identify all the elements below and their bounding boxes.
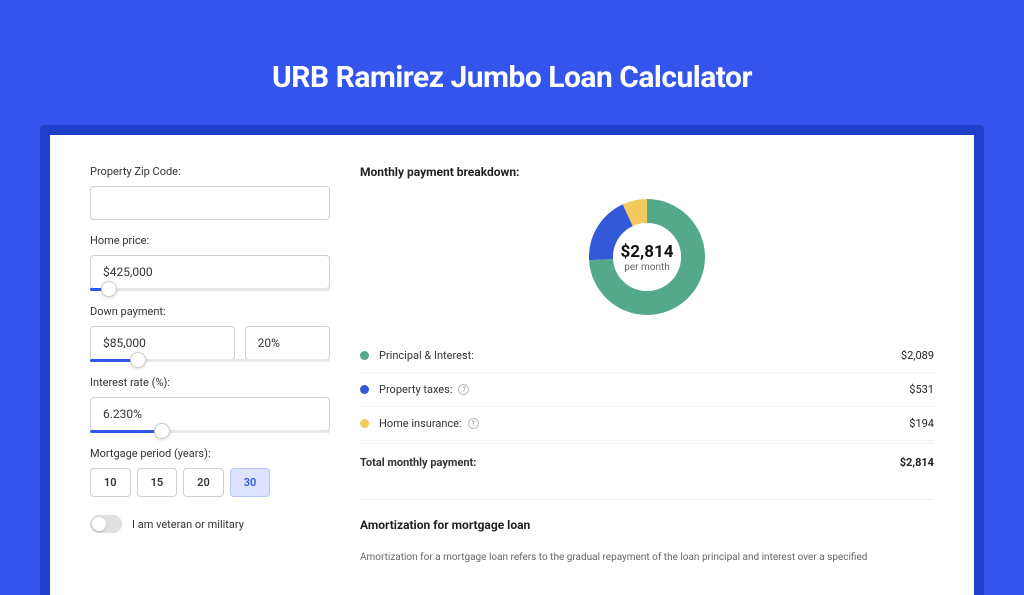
interest-rate-field: Interest rate (%):: [90, 376, 330, 433]
donut-sub: per month: [624, 262, 670, 273]
results-panel: Monthly payment breakdown: $2,814 per mo…: [360, 165, 934, 565]
breakdown-row-insurance: Home insurance: ? $194: [360, 407, 934, 441]
mortgage-period-label: Mortgage period (years):: [90, 447, 330, 460]
veteran-toggle[interactable]: [90, 515, 122, 533]
breakdown-value: $194: [909, 417, 934, 430]
veteran-toggle-row: I am veteran or military: [90, 515, 330, 533]
donut-amount: $2,814: [621, 242, 674, 262]
mortgage-period-field: Mortgage period (years): 10 15 20 30: [90, 447, 330, 497]
down-payment-slider[interactable]: [90, 359, 330, 362]
payment-donut-chart: $2,814 per month: [587, 197, 707, 317]
breakdown-total-row: Total monthly payment: $2,814: [360, 443, 934, 481]
home-price-input[interactable]: [90, 255, 330, 289]
page-title: URB Ramirez Jumbo Loan Calculator: [0, 0, 1024, 125]
zip-field: Property Zip Code:: [90, 165, 330, 220]
slider-fill: [90, 430, 162, 433]
input-panel: Property Zip Code: Home price: Down paym…: [90, 165, 330, 565]
card-shadow: Property Zip Code: Home price: Down paym…: [40, 125, 984, 595]
down-payment-pct-input[interactable]: [245, 326, 330, 360]
period-button-group: 10 15 20 30: [90, 468, 330, 497]
total-value: $2,814: [900, 456, 934, 469]
down-payment-input[interactable]: [90, 326, 235, 360]
donut-center: $2,814 per month: [613, 223, 681, 291]
total-label: Total monthly payment:: [360, 456, 476, 469]
breakdown-value: $531: [909, 383, 934, 396]
down-payment-label: Down payment:: [90, 305, 330, 318]
legend-dot: [360, 351, 369, 360]
breakdown-title: Monthly payment breakdown:: [360, 165, 934, 179]
breakdown-row-principal: Principal & Interest: $2,089: [360, 339, 934, 373]
legend-dot: [360, 419, 369, 428]
calculator-card: Property Zip Code: Home price: Down paym…: [50, 135, 974, 595]
breakdown-value: $2,089: [901, 349, 934, 362]
period-btn-10[interactable]: 10: [90, 468, 131, 497]
home-price-field: Home price:: [90, 234, 330, 291]
donut-container: $2,814 per month: [360, 197, 934, 317]
home-price-slider[interactable]: [90, 288, 330, 291]
period-btn-20[interactable]: 20: [183, 468, 224, 497]
zip-input[interactable]: [90, 186, 330, 220]
info-icon[interactable]: ?: [458, 384, 469, 395]
toggle-knob: [92, 517, 106, 531]
breakdown-label: Property taxes:: [379, 383, 452, 396]
slider-thumb[interactable]: [101, 281, 117, 297]
breakdown-label: Principal & Interest:: [379, 349, 474, 362]
zip-label: Property Zip Code:: [90, 165, 330, 178]
breakdown-label: Home insurance:: [379, 417, 462, 430]
period-btn-30[interactable]: 30: [230, 468, 271, 497]
interest-rate-input[interactable]: [90, 397, 330, 431]
info-icon[interactable]: ?: [468, 418, 479, 429]
slider-thumb[interactable]: [154, 423, 170, 439]
home-price-label: Home price:: [90, 234, 330, 247]
period-btn-15[interactable]: 15: [137, 468, 178, 497]
legend-dot: [360, 385, 369, 394]
amortization-section: Amortization for mortgage loan Amortizat…: [360, 499, 934, 565]
down-payment-field: Down payment:: [90, 305, 330, 362]
slider-thumb[interactable]: [130, 352, 146, 368]
amortization-title: Amortization for mortgage loan: [360, 518, 934, 532]
amortization-desc: Amortization for a mortgage loan refers …: [360, 550, 934, 565]
breakdown-row-taxes: Property taxes: ? $531: [360, 373, 934, 407]
interest-rate-slider[interactable]: [90, 430, 330, 433]
veteran-label: I am veteran or military: [132, 518, 244, 531]
interest-rate-label: Interest rate (%):: [90, 376, 330, 389]
